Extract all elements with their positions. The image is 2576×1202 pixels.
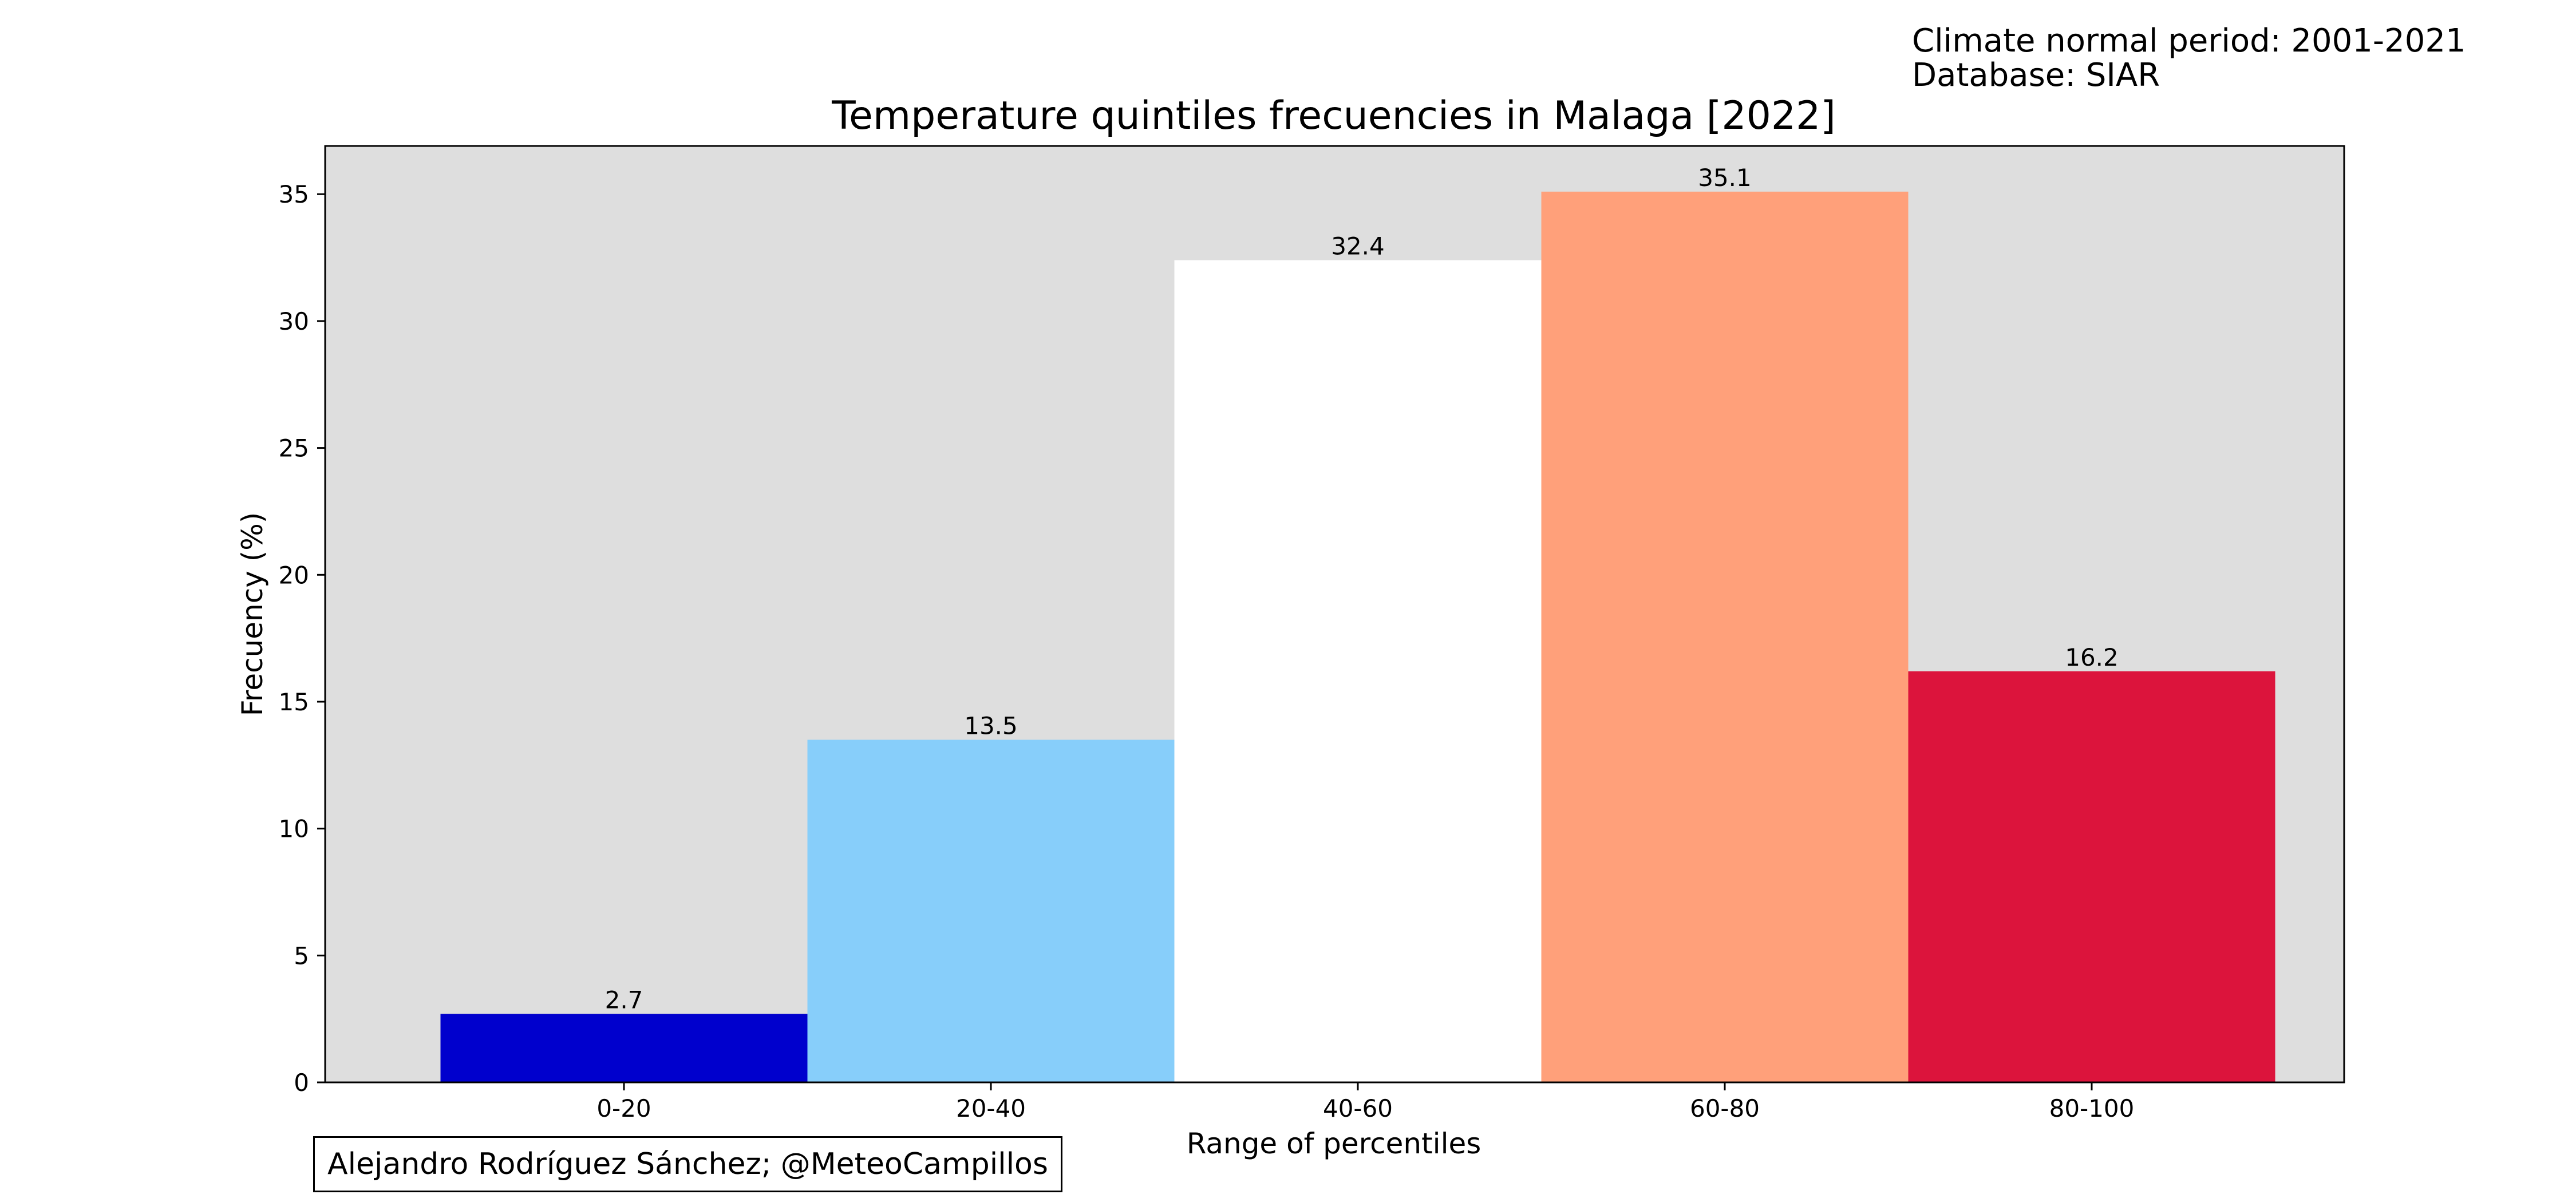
bar-labels-group: 2.7 13.5 32.4 35.1 16.2 — [605, 164, 2119, 1014]
y-tick-label: 0 — [294, 1069, 309, 1097]
plot-frame — [324, 145, 2345, 1084]
y-tick-label: 35 — [279, 180, 309, 208]
x-tick-label: 60-80 — [1690, 1094, 1760, 1122]
credit-box: Alejandro Rodríguez Sánchez; @MeteoCampi… — [313, 1136, 1062, 1192]
bar-value-label: 13.5 — [964, 711, 1018, 740]
y-axis-label: Frecuency (%) — [236, 512, 269, 716]
database-text: Database: SIAR — [1912, 57, 2160, 94]
x-tick-label: 40-60 — [1323, 1094, 1393, 1122]
y-tick-label: 10 — [279, 815, 309, 843]
y-tick-label: 25 — [279, 434, 309, 462]
x-axis-label: Range of percentiles — [1187, 1127, 1481, 1160]
normal-period-text: Climate normal period: 2001-2021 — [1912, 22, 2466, 60]
x-axis: 0-20 20-40 40-60 60-80 80-100 — [596, 1082, 2134, 1122]
bar-80-100 — [1908, 671, 2275, 1082]
bar-value-label: 2.7 — [605, 986, 643, 1014]
bars-group — [440, 191, 2275, 1082]
y-tick-label: 20 — [279, 561, 309, 589]
y-tick-label: 5 — [294, 942, 309, 970]
bar-20-40 — [807, 740, 1175, 1082]
bar-0-20 — [440, 1014, 808, 1082]
chart-title: Temperature quintiles frecuencies in Mal… — [831, 93, 1836, 139]
y-tick-label: 15 — [279, 688, 309, 716]
bar-40-60 — [1174, 260, 1542, 1082]
x-tick-label: 80-100 — [2049, 1094, 2135, 1122]
bar-value-label: 35.1 — [1698, 164, 1752, 192]
x-tick-label: 20-40 — [956, 1094, 1026, 1122]
y-tick-label: 30 — [279, 307, 309, 335]
bar-60-80 — [1541, 191, 1909, 1082]
x-tick-label: 0-20 — [596, 1094, 651, 1122]
bar-value-label: 16.2 — [2065, 643, 2119, 671]
y-axis: 0 5 10 15 20 25 30 35 — [279, 180, 325, 1097]
credit-text: Alejandro Rodríguez Sánchez; @MeteoCampi… — [327, 1147, 1048, 1181]
info-block: Climate normal period: 2001-2021 Databas… — [1912, 24, 2466, 93]
bar-value-label: 32.4 — [1331, 232, 1385, 260]
